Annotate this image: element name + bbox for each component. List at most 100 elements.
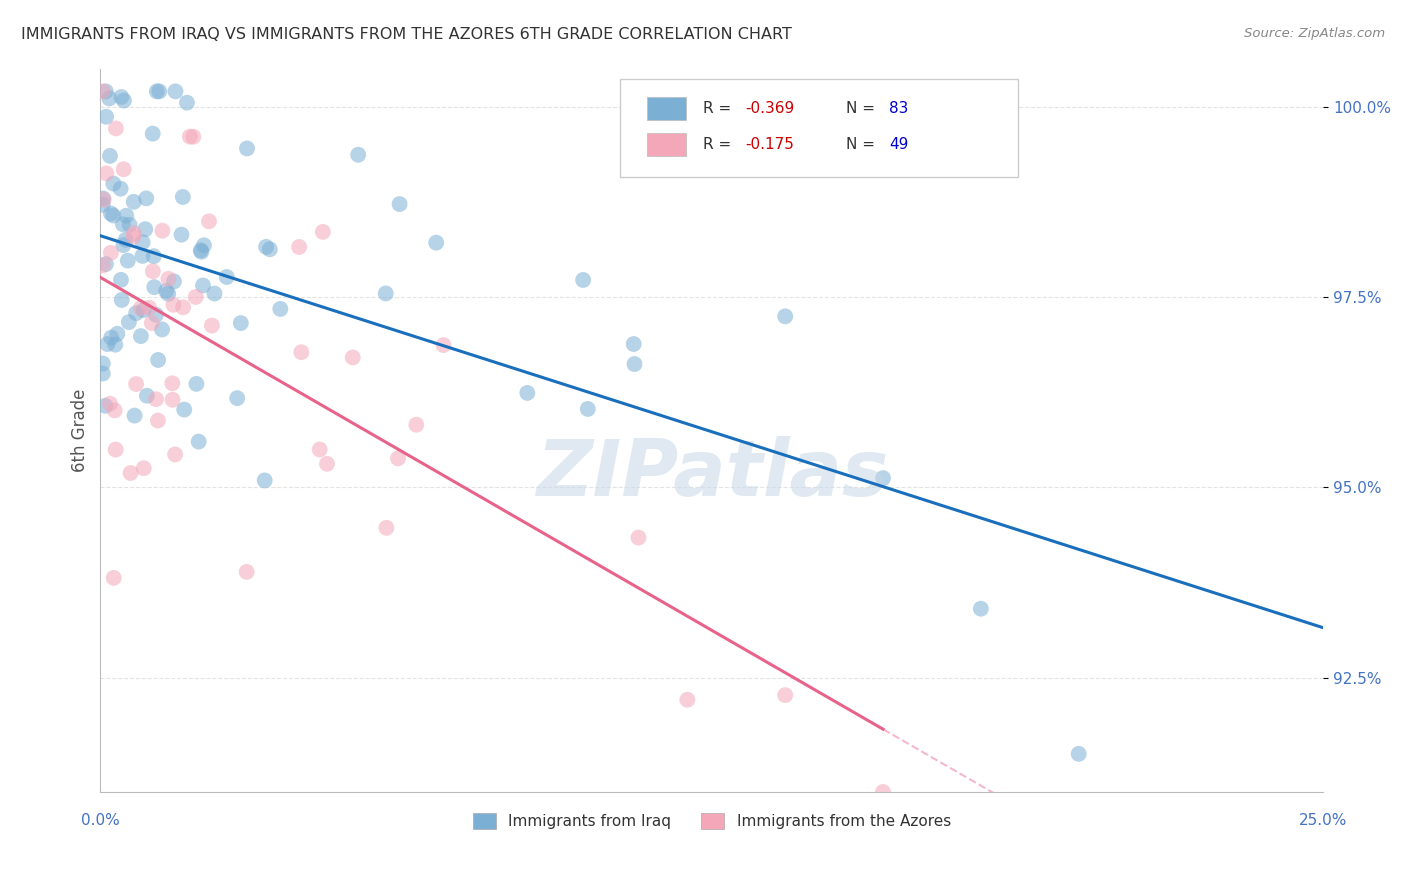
Point [374,286,396,301]
Point [254,240,277,254]
Point [104,403,127,417]
Point [190,244,212,258]
Point [104,337,127,351]
Point [91,259,114,273]
Point [1067,747,1090,761]
Text: 49: 49 [889,137,908,152]
Point [572,273,595,287]
Point [157,286,180,301]
Point [110,182,132,196]
Point [342,351,364,365]
Point [96,166,118,180]
Point [122,229,145,244]
Point [125,306,148,320]
Point [135,389,157,403]
Point [103,177,125,191]
Point [172,301,194,315]
Point [117,253,139,268]
Point [375,521,398,535]
Point [146,84,169,98]
Point [114,233,136,247]
Point [142,127,165,141]
Point [150,224,173,238]
Point [94,84,117,98]
Point [91,357,114,371]
Point [226,391,249,405]
Point [129,301,152,316]
Point [103,209,125,223]
Point [576,401,599,416]
Point [163,275,186,289]
Text: IMMIGRANTS FROM IRAQ VS IMMIGRANTS FROM THE AZORES 6TH GRADE CORRELATION CHART: IMMIGRANTS FROM IRAQ VS IMMIGRANTS FROM … [21,27,792,42]
Point [96,337,118,351]
Point [100,206,122,220]
Point [193,238,215,252]
Point [122,226,145,240]
Point [181,129,204,144]
Point [135,191,157,205]
FancyBboxPatch shape [647,133,686,156]
Point [190,244,212,259]
Text: -0.369: -0.369 [745,101,794,116]
Point [184,290,207,304]
Text: N =: N = [846,137,880,152]
Point [105,326,128,341]
Point [110,273,132,287]
Point [131,249,153,263]
Text: 0.0%: 0.0% [82,814,120,829]
Point [676,692,699,706]
Point [98,91,121,105]
Point [198,214,221,228]
Point [142,264,165,278]
Point [142,249,165,263]
Point [132,303,155,318]
Point [91,367,114,381]
Point [269,301,291,316]
Point [112,162,135,177]
Point [387,451,409,466]
Point [100,331,122,345]
Point [388,197,411,211]
Point [118,315,141,329]
Point [516,386,538,401]
Point [970,601,993,615]
Point [150,322,173,336]
Point [236,141,259,155]
Point [112,238,135,252]
Text: Source: ZipAtlas.com: Source: ZipAtlas.com [1244,27,1385,40]
Point [773,688,796,702]
Text: N =: N = [846,101,880,116]
Point [94,257,117,271]
Point [146,413,169,427]
Point [623,337,645,351]
Point [157,272,180,286]
Point [104,121,127,136]
Point [773,310,796,324]
Text: R =: R = [703,101,737,116]
Point [872,785,894,799]
Point [215,270,238,285]
Point [290,345,312,359]
Point [405,417,427,432]
Legend: Immigrants from Iraq, Immigrants from the Azores: Immigrants from Iraq, Immigrants from th… [467,806,957,835]
Text: 25.0%: 25.0% [1299,814,1347,829]
Point [111,217,134,231]
Point [872,471,894,485]
Point [98,149,121,163]
Point [229,316,252,330]
Text: 83: 83 [889,101,908,116]
Point [143,280,166,294]
Point [103,571,125,585]
Point [253,474,276,488]
Point [347,147,370,161]
Point [91,192,114,206]
Point [179,129,201,144]
Point [186,376,208,391]
Point [110,90,132,104]
Point [93,193,115,207]
Point [308,442,330,457]
Point [176,95,198,110]
Point [425,235,447,250]
Point [115,209,138,223]
Point [162,298,184,312]
